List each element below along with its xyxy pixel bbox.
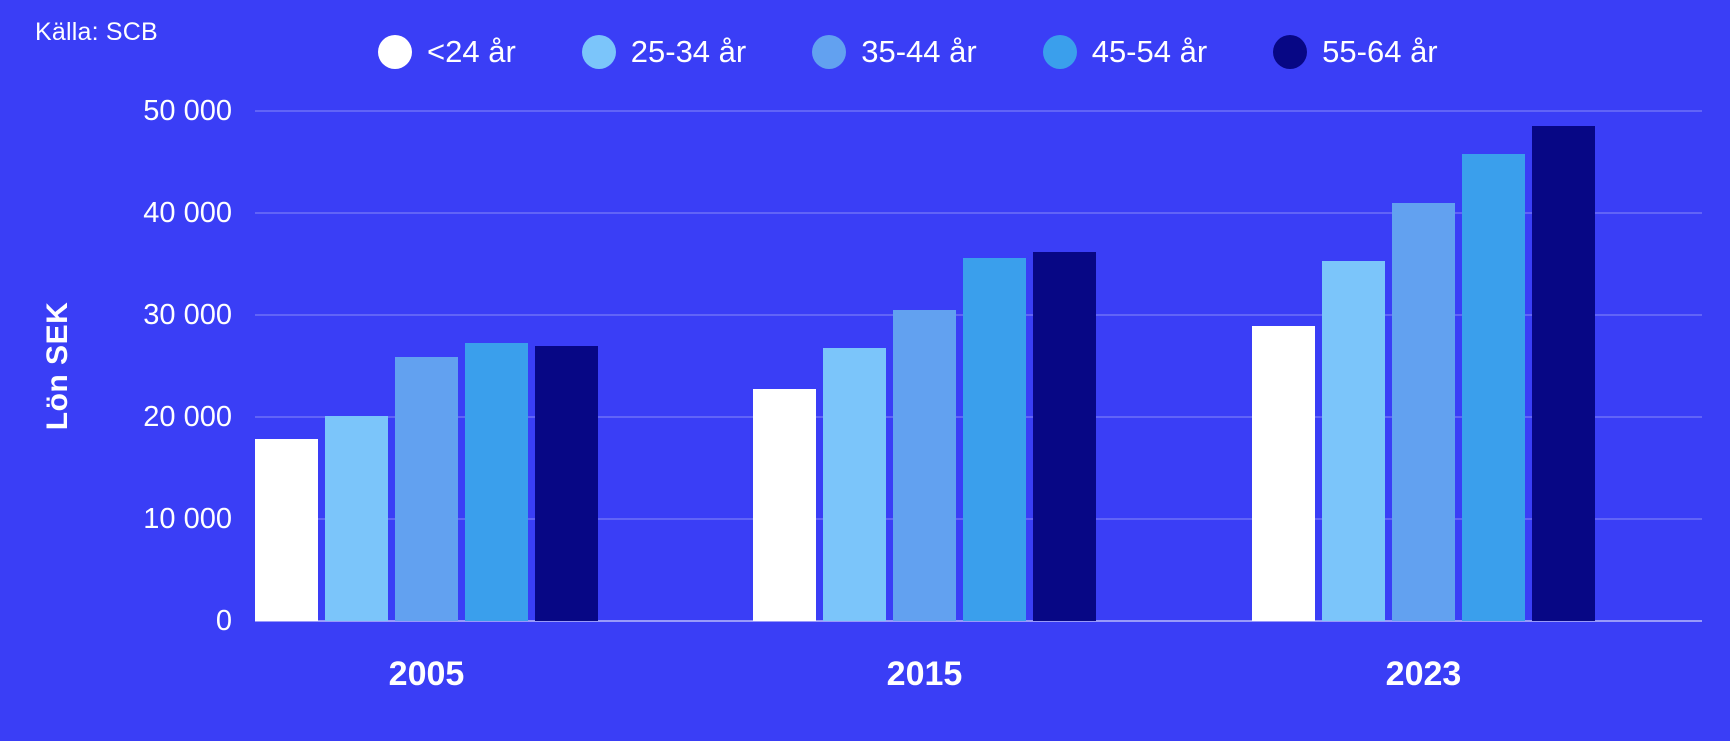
y-tick-label: 10 000 <box>143 503 232 535</box>
bar-group-2023 <box>1252 126 1595 621</box>
y-tick-label: 0 <box>215 605 232 637</box>
x-tick-label-2005: 2005 <box>388 655 465 693</box>
bar-2015-45-54år <box>963 258 1026 621</box>
y-tick-label: 40 000 <box>143 197 232 229</box>
y-tick-label: 50 000 <box>143 95 232 127</box>
x-tick-label-2023: 2023 <box>1385 655 1462 693</box>
bar-2005-45-54år <box>465 343 528 621</box>
gridline <box>255 110 1702 112</box>
bar-2005-25-34år <box>325 416 388 621</box>
bar-2023-<24år <box>1252 326 1315 621</box>
legend-item-45-54: 45-54 år <box>1042 34 1208 70</box>
bar-2005-35-44år <box>395 357 458 621</box>
legend-label: 25-34 år <box>630 34 747 69</box>
x-tick-label-2015: 2015 <box>886 655 963 693</box>
legend-label: 35-44 år <box>861 34 977 69</box>
bar-2015-<24år <box>753 389 816 621</box>
bar-2005-<24år <box>255 439 318 621</box>
bar-2023-25-34år <box>1322 261 1385 621</box>
bar-2023-45-54år <box>1462 154 1525 621</box>
legend-dot-icon <box>812 35 847 69</box>
legend-dot-icon <box>581 35 616 69</box>
bar-group-2005 <box>255 343 598 621</box>
bar-2015-55-64år <box>1033 252 1096 621</box>
bar-2023-35-44år <box>1392 203 1455 621</box>
bar-2015-25-34år <box>823 348 886 621</box>
legend-label: 45-54 år <box>1091 34 1208 69</box>
legend-item-55-64: 55-64 år <box>1273 34 1438 70</box>
y-tick-label: 20 000 <box>143 401 232 433</box>
bar-2023-55-64år <box>1532 126 1595 621</box>
legend-item-35-44: 35-44 år <box>812 34 977 70</box>
legend-dot-icon <box>378 35 412 69</box>
bar-2005-55-64år <box>535 346 598 621</box>
x-axis-line <box>255 620 1702 622</box>
legend-label: 55-64 år <box>1322 34 1438 69</box>
legend-dot-icon <box>1042 35 1077 69</box>
plot-area <box>255 110 1702 622</box>
source-label: Källa: SCB <box>35 18 158 46</box>
legend-item-25-34: 25-34 år <box>581 34 747 70</box>
bar-2015-35-44år <box>893 310 956 621</box>
legend-item-under-24: <24 år <box>378 34 516 70</box>
gridline <box>255 212 1702 214</box>
legend-label: <24 år <box>427 34 516 69</box>
bar-group-2015 <box>753 252 1096 621</box>
legend-dot-icon <box>1273 35 1308 69</box>
y-tick-label: 30 000 <box>143 299 232 331</box>
legend: <24 år 25-34 år 35-44 år 45-54 år 55-64 … <box>378 27 1438 77</box>
